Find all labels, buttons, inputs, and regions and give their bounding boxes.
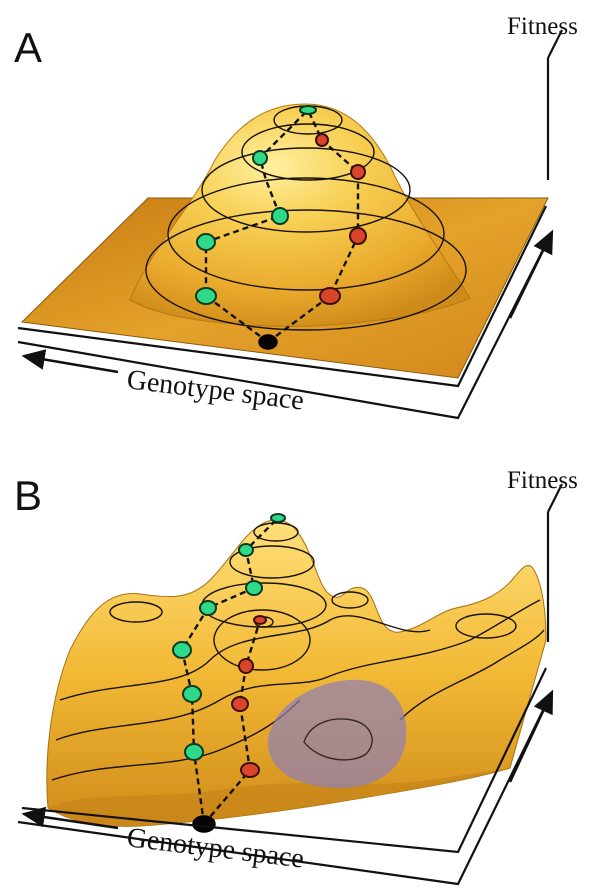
panel-b-basin: [267, 679, 407, 788]
panel-b-genotype-label: Genotype space: [125, 822, 305, 874]
panel-a-genotype-arrow-left: [21, 349, 119, 374]
panel-b-node-red: [253, 615, 267, 625]
panel-a-letter: A: [14, 24, 42, 71]
panel-a-peak: [129, 103, 471, 327]
panel-a-contours: [145, 105, 467, 331]
panel-b-node-green: [270, 513, 286, 523]
panel-a-node-green: [195, 287, 217, 305]
panel-b-node-green: [172, 641, 192, 659]
panel-b-fitness-label: Fitness: [507, 467, 578, 494]
panel-a-fitness-label: Fitness: [507, 13, 578, 40]
panel-a-node-red: [349, 227, 367, 245]
panel-b-node-green: [245, 580, 263, 596]
panel-b-node-green: [238, 543, 254, 557]
panel-b-basin-contour: [303, 718, 373, 761]
panel-b-genotype-arrow-left: [21, 806, 119, 830]
panel-b-green-path: [180, 517, 279, 825]
panel-a-start-node: [258, 334, 278, 350]
panel-b-fitness-axis-cap: [547, 483, 563, 513]
panel-b-node-green: [184, 743, 204, 761]
panel-a-genotype-label: Genotype space: [125, 364, 305, 416]
panel-a-node-red: [319, 287, 341, 305]
panel-b-base-edge-outer: [17, 699, 549, 886]
panel-a-node-green: [299, 105, 317, 115]
panel-a-node-red: [350, 164, 366, 180]
panel-b-letter: B: [14, 472, 42, 519]
panel-a-node-green: [196, 233, 216, 251]
panel-a-node-green: [271, 207, 289, 225]
panel-b-surface: [46, 519, 547, 827]
panel-a: A Fitness: [14, 13, 578, 420]
panel-b-base-edge: [21, 667, 547, 854]
panel-a-node-green: [252, 150, 268, 166]
panel-a-genotype-arrow-up: [508, 229, 554, 319]
panel-b: B Fitness: [14, 467, 578, 886]
panel-a-fitness-axis-cap: [547, 29, 563, 59]
panel-a-node-red: [315, 133, 329, 147]
panel-b-surface-shade: [48, 768, 510, 827]
panel-b-node-red: [240, 762, 260, 778]
panel-b-red-path: [203, 619, 262, 825]
panel-b-genotype-arrow-up: [508, 689, 554, 783]
panel-a-base-edge: [17, 205, 547, 388]
panel-a-nodes: [195, 105, 367, 350]
panel-b-node-green: [182, 685, 202, 703]
panel-b-node-red: [231, 696, 249, 712]
panel-b-node-red: [238, 658, 254, 674]
panel-b-node-green: [199, 600, 217, 616]
panel-b-nodes: [172, 513, 286, 833]
